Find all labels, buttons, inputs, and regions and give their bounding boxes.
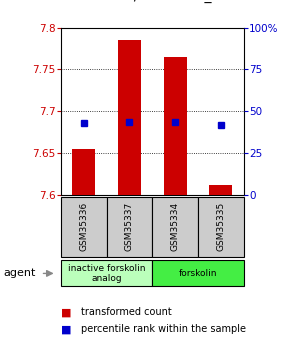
Text: GDS1038 / 1375941_at: GDS1038 / 1375941_at xyxy=(64,0,226,3)
Text: GSM35337: GSM35337 xyxy=(125,202,134,252)
Text: ■: ■ xyxy=(61,307,71,317)
Bar xyxy=(152,260,244,286)
Bar xyxy=(209,185,232,195)
Text: percentile rank within the sample: percentile rank within the sample xyxy=(81,325,246,334)
Text: GSM35336: GSM35336 xyxy=(79,202,88,252)
Text: GSM35334: GSM35334 xyxy=(171,202,180,252)
Bar xyxy=(61,197,106,257)
Text: transformed count: transformed count xyxy=(81,307,172,317)
Text: forskolin: forskolin xyxy=(179,269,217,278)
Text: ■: ■ xyxy=(61,325,71,334)
Bar xyxy=(118,40,141,195)
Bar xyxy=(198,197,244,257)
Bar xyxy=(152,197,198,257)
Text: inactive forskolin
analog: inactive forskolin analog xyxy=(68,264,145,283)
Bar xyxy=(61,260,152,286)
Bar xyxy=(72,149,95,195)
Text: agent: agent xyxy=(3,268,35,278)
Bar xyxy=(106,197,152,257)
Text: GSM35335: GSM35335 xyxy=(216,202,225,252)
Bar xyxy=(164,57,186,195)
